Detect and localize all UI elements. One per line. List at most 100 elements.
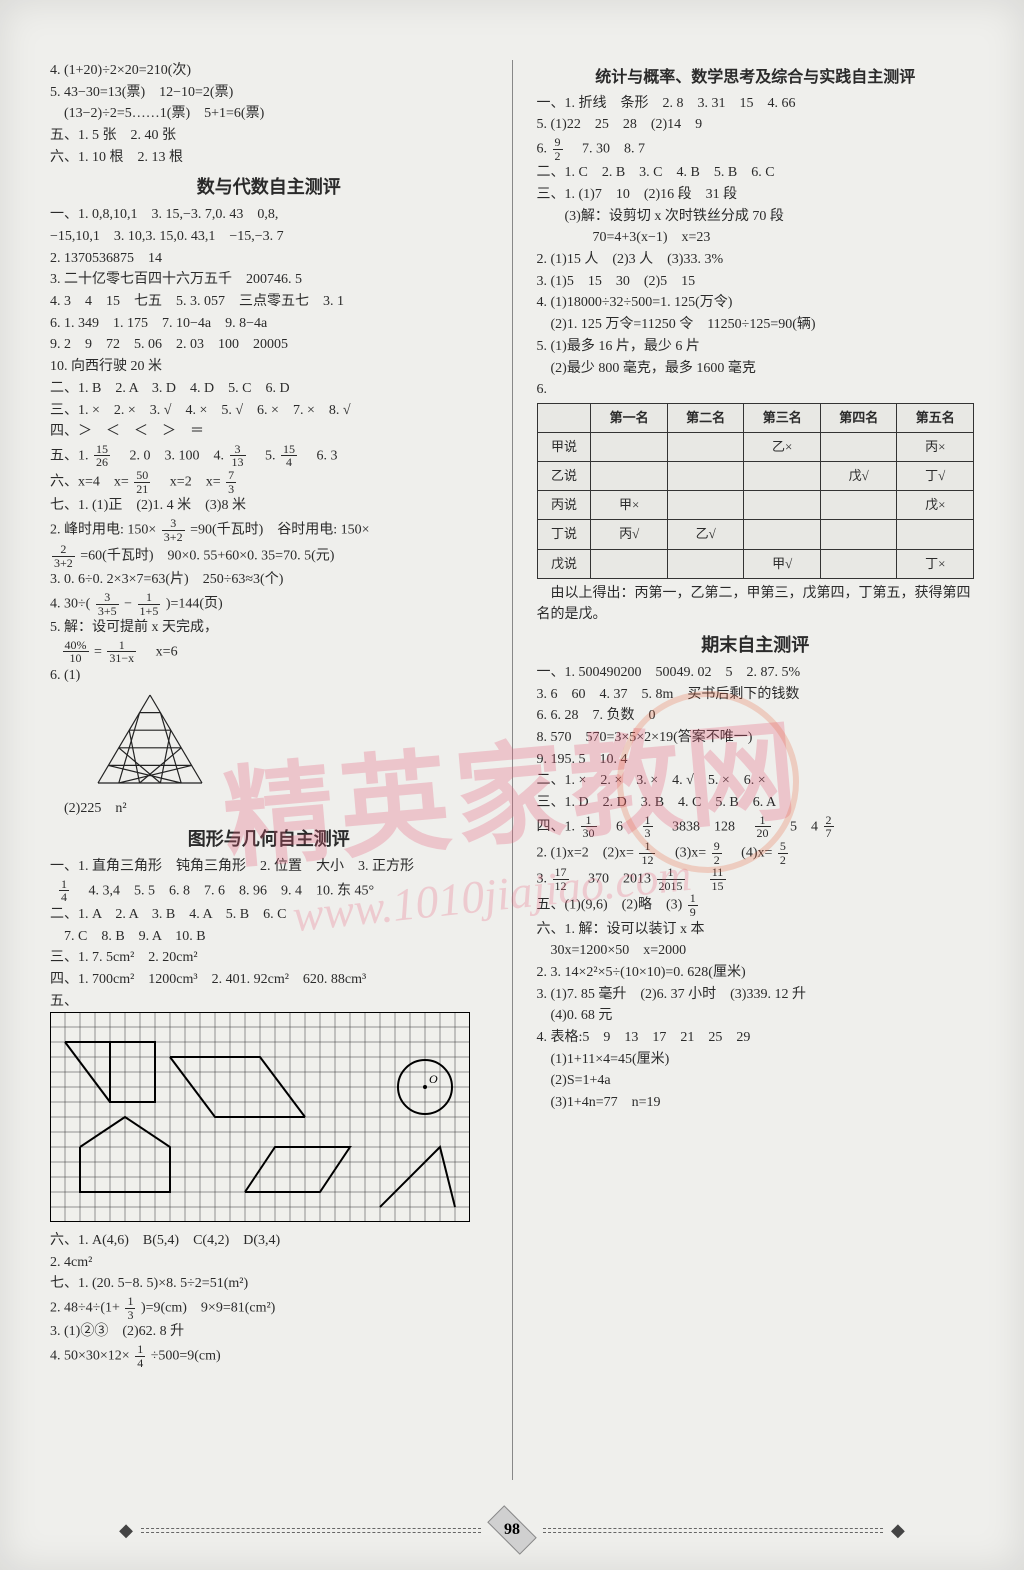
text-line: 2. 48÷4÷(1+ 13 )=9(cm) 9×9=81(cm²) (50, 1295, 488, 1321)
label: 2. (1)x=2 (2)x= (537, 845, 634, 860)
table-header-cell: 第一名 (591, 403, 668, 432)
text-line: 三、1. (1)7 10 (2)16 段 31 段 (537, 184, 975, 206)
table-header-cell: 第三名 (744, 403, 821, 432)
table-cell: 丙说 (537, 491, 591, 520)
table-cell: 丁说 (537, 520, 591, 549)
table-cell (897, 520, 974, 549)
text-line: 2. 峰时用电: 150× 33+2 =90(千瓦时) 谷时用电: 150× (50, 517, 488, 543)
table-cell: 丁√ (897, 462, 974, 491)
text-line: 4. (1+20)÷2×20=210(次) (50, 60, 488, 82)
text-line: 三、1. 7. 5cm² 2. 20cm² (50, 947, 488, 969)
label: ÷500=9(cm) (151, 1348, 221, 1363)
right-column: 统计与概率、数学思考及综合与实践自主测评 一、1. 折线 条形 2. 8 3. … (537, 60, 975, 1480)
text-line: 五、1. 5 张 2. 40 张 (50, 125, 488, 147)
table-header-cell (537, 403, 591, 432)
fraction: 5021 (134, 469, 150, 495)
label: = (94, 644, 102, 659)
label: 7. 30 8. 7 (568, 141, 645, 156)
table-row: 甲说乙×丙× (537, 433, 974, 462)
text-line: 2. 4cm² (50, 1252, 488, 1274)
label: 5. (251, 448, 279, 463)
section-heading: 期末自主测评 (537, 632, 975, 660)
label: 五、1. (50, 448, 92, 463)
text-line: 30x=1200×50 x=2000 (537, 940, 975, 962)
text-line: 6. (1) (50, 665, 488, 687)
table-cell: 丁× (897, 549, 974, 578)
footer-decoration-line (141, 1528, 481, 1533)
page-number-badge: 98 (487, 1505, 536, 1554)
label: − (124, 596, 132, 611)
text-line: 2. (1)15 人 (2)3 人 (3)33. 3% (537, 249, 975, 271)
text-line: 三、1. × 2. × 3. √ 4. × 5. √ 6. × 7. × 8. … (50, 400, 488, 422)
table-cell (667, 462, 744, 491)
label: 6 (602, 819, 637, 834)
text-line: 五、(1)(9,6) (2)略 (3) 19 (537, 892, 975, 918)
label: 5 4 (776, 819, 822, 834)
label: x=2 x= (156, 474, 221, 489)
label: 2. 峰时用电: 150× (50, 522, 156, 537)
table-header-cell: 第五名 (897, 403, 974, 432)
text-line: (4)0. 68 元 (537, 1005, 975, 1027)
table-cell (667, 491, 744, 520)
text-line: 4. 表格:5 9 13 17 21 25 29 (537, 1027, 975, 1049)
label: 四、1. (537, 819, 579, 834)
table-cell (744, 520, 821, 549)
label: 3. (537, 872, 551, 887)
table-cell (744, 491, 821, 520)
section-heading: 统计与概率、数学思考及综合与实践自主测评 (537, 66, 975, 91)
fraction: 52 (778, 840, 788, 866)
table-cell (820, 520, 897, 549)
text-line: 六、x=4 x= 5021 x=2 x= 73 (50, 469, 488, 495)
fraction: 14 (135, 1343, 145, 1369)
label: 4. 50×30×12× (50, 1348, 130, 1363)
text-line: 四、1. 130 6 13 3838 128 120 5 4 27 (537, 814, 975, 840)
worksheet-page: 精英家教网 www.1010jiajiao.com 4. (1+20)÷2×20… (0, 0, 1024, 1570)
text-line: 一、1. 直角三角形 钝角三角形 2. 位置 大小 3. 正方形 (50, 856, 488, 878)
label: )=9(cm) 9×9=81(cm²) (141, 1300, 275, 1315)
text-line: 四、＞ ＜ ＜ ＞ ＝ (50, 421, 488, 443)
text-line: 3. (1)5 15 30 (2)5 15 (537, 271, 975, 293)
text-line: (2)S=1+4a (537, 1070, 975, 1092)
text-line: 五、 (50, 991, 488, 1013)
fraction: 154 (281, 443, 297, 469)
fraction: 1115 (710, 866, 726, 892)
text-line: 3. (1)②③ (2)62. 8 升 (50, 1321, 488, 1343)
text-line: 9. 195. 5 10. 4 (537, 749, 975, 771)
text-line: (3)解：设剪切 x 次时铁丝分成 70 段 (537, 206, 975, 228)
text-line: 二、1. × 2. × 3. × 4. √ 5. × 6. × (537, 770, 975, 792)
table-header-cell: 第四名 (820, 403, 897, 432)
table-cell: 乙说 (537, 462, 591, 491)
text-line: 二、1. B 2. A 3. D 4. D 5. C 6. D (50, 378, 488, 400)
label: 五、(1)(9,6) (2)略 (3) (537, 898, 683, 913)
label: (3)x= (661, 845, 706, 860)
text-line: 二、1. A 2. A 3. B 4. A 5. B 6. C (50, 904, 488, 926)
fraction: 19 (688, 892, 698, 918)
text-line: (3)1+4n=77 n=19 (537, 1092, 975, 1114)
text-line: 二、1. C 2. B 3. C 4. B 5. B 6. C (537, 162, 975, 184)
fraction: 13 (125, 1295, 135, 1321)
fraction: 14 (59, 878, 69, 904)
text-line: 6. 1. 349 1. 175 7. 10−4a 9. 8−4a (50, 313, 488, 335)
table-cell (591, 433, 668, 462)
footer-decoration-line (543, 1528, 883, 1533)
label: =90(千瓦时) 谷时用电: 150× (190, 522, 370, 537)
text-line: 3. (1)7. 85 毫升 (2)6. 37 小时 (3)339. 12 升 (537, 984, 975, 1006)
text-line: 6. 92 7. 30 8. 7 (537, 136, 975, 162)
page-number: 98 (504, 1521, 520, 1539)
text-line: 三、1. D 2. D 3. B 4. C 5. B 6. A (537, 792, 975, 814)
page-footer: ◆ 98 ◆ (0, 1518, 1024, 1542)
text-line: 5. 解：设可提前 x 天完成， (50, 617, 488, 639)
label (690, 872, 704, 887)
text-line: 一、1. 500490200 50049. 02 5 2. 87. 5% (537, 662, 975, 684)
fraction: 112 (639, 840, 655, 866)
geometry-grid-figure: O (50, 1012, 470, 1222)
table-cell: 甲说 (537, 433, 591, 462)
text-line: 七、1. (20. 5−8. 5)×8. 5÷2=51(m²) (50, 1273, 488, 1295)
text-line: 3. 0. 6÷0. 2×3×7=63(片) 250÷63≈3(个) (50, 569, 488, 591)
fraction: 73 (226, 469, 236, 495)
table-cell: 丙√ (591, 520, 668, 549)
table-cell (820, 491, 897, 520)
table-cell: 乙√ (667, 520, 744, 549)
svg-text:O: O (429, 1072, 438, 1086)
text-line: 7. C 8. B 9. A 10. B (50, 926, 488, 948)
